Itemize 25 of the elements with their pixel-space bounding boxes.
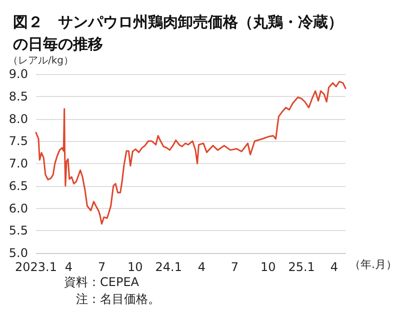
- y-tick-label: 6.5: [8, 178, 28, 193]
- y-tick-label: 5.0: [8, 246, 28, 260]
- x-axis-title: （年.月）: [350, 258, 398, 271]
- y-tick-label: 5.5: [8, 224, 28, 238]
- x-tick-label: 25.1: [288, 260, 315, 274]
- y-tick-label: 8.5: [8, 89, 28, 104]
- x-tick-label: 7: [230, 260, 239, 274]
- y-tick-label: 7.5: [8, 134, 28, 148]
- y-tick-label: 9.0: [8, 67, 28, 81]
- x-tick-label: 4: [330, 260, 338, 274]
- line-series: [35, 80, 346, 225]
- x-tick-label: 4: [64, 260, 73, 274]
- chart-title: 図２ サンパウロ州鶏肉卸売価格（丸鶏・冷蔵）の日毎の推移: [13, 13, 343, 53]
- text: 注：名目価格。: [76, 292, 160, 306]
- x-tick-label: 10: [128, 260, 143, 274]
- x-tick-label: 2023.1: [15, 260, 57, 274]
- x-tick-label: 7: [98, 260, 106, 274]
- x-tick-label: 24.1: [155, 260, 182, 274]
- x-tick-label: 4: [198, 260, 206, 274]
- y-axis-title: （レアル/kg）: [8, 56, 74, 66]
- text: 資料：CEPEA: [64, 275, 140, 289]
- y-tick-label: 6.0: [8, 201, 28, 216]
- y-tick-label: 8.0: [8, 112, 28, 126]
- x-tick-label: 10: [260, 260, 276, 274]
- y-tick-label: 7.0: [8, 156, 28, 170]
